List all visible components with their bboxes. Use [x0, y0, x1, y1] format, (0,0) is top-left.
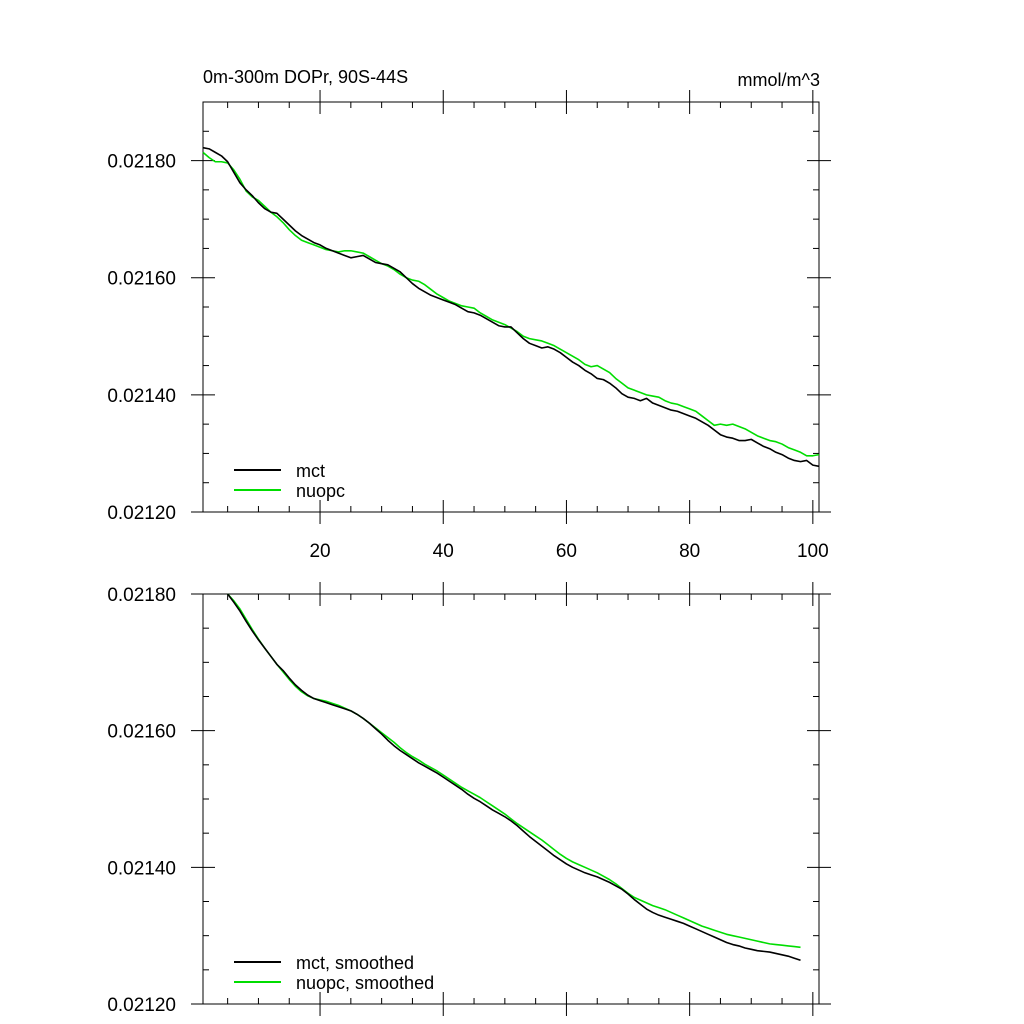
- legend-label-mct-smoothed: mct, smoothed: [296, 953, 414, 973]
- y-tick-label: 0.02140: [107, 858, 176, 879]
- y-tick-label: 0.02120: [107, 995, 176, 1016]
- series-line-mct: [202, 146, 820, 468]
- series-line-mct-smoothed: [227, 593, 801, 962]
- y-tick-label: 0.02160: [107, 269, 176, 290]
- bottom-legend: mct, smoothed nuopc, smoothed: [234, 953, 434, 993]
- top-axis-ticks: 20 40 60 80 100 0.02120 0.02140 0.02160 0.02180: [107, 90, 831, 562]
- series-line-nuopc-smoothed: [227, 593, 801, 949]
- top-legend: mct nuopc: [234, 461, 345, 501]
- y-tick-label: 0.02140: [107, 386, 176, 407]
- x-tick-label: 100: [797, 541, 829, 562]
- x-tick-label: 20: [309, 541, 330, 562]
- top-series-lines: [202, 146, 820, 468]
- y-tick-label: 0.02160: [107, 722, 176, 743]
- legend-label-nuopc-smoothed: nuopc, smoothed: [296, 973, 434, 993]
- top-plot-frame: [202, 101, 820, 513]
- top-chart-panel: 0m-300m DOPr, 90S-44S mmol/m^3 20 40 60 80 1…: [107, 67, 831, 562]
- series-line-nuopc: [202, 151, 820, 457]
- legend-label-nuopc: nuopc: [296, 481, 345, 501]
- x-tick-label: 80: [679, 541, 700, 562]
- x-tick-label: 60: [556, 541, 577, 562]
- bottom-series-lines: [227, 593, 801, 962]
- y-tick-label: 0.02180: [107, 585, 176, 606]
- y-tick-label: 0.02120: [107, 503, 176, 524]
- bottom-chart-panel: 0.02120 0.02140 0.02160 0.02180 mct, smooth…: [107, 582, 831, 1016]
- legend-label-mct: mct: [296, 461, 325, 481]
- units-label: mmol/m^3: [738, 70, 820, 90]
- y-tick-label: 0.02180: [107, 152, 176, 173]
- bottom-axis-ticks: 0.02120 0.02140 0.02160 0.02180: [107, 582, 831, 1016]
- chart-title: 0m-300m DOPr, 90S-44S: [203, 67, 408, 87]
- x-tick-label: 40: [433, 541, 454, 562]
